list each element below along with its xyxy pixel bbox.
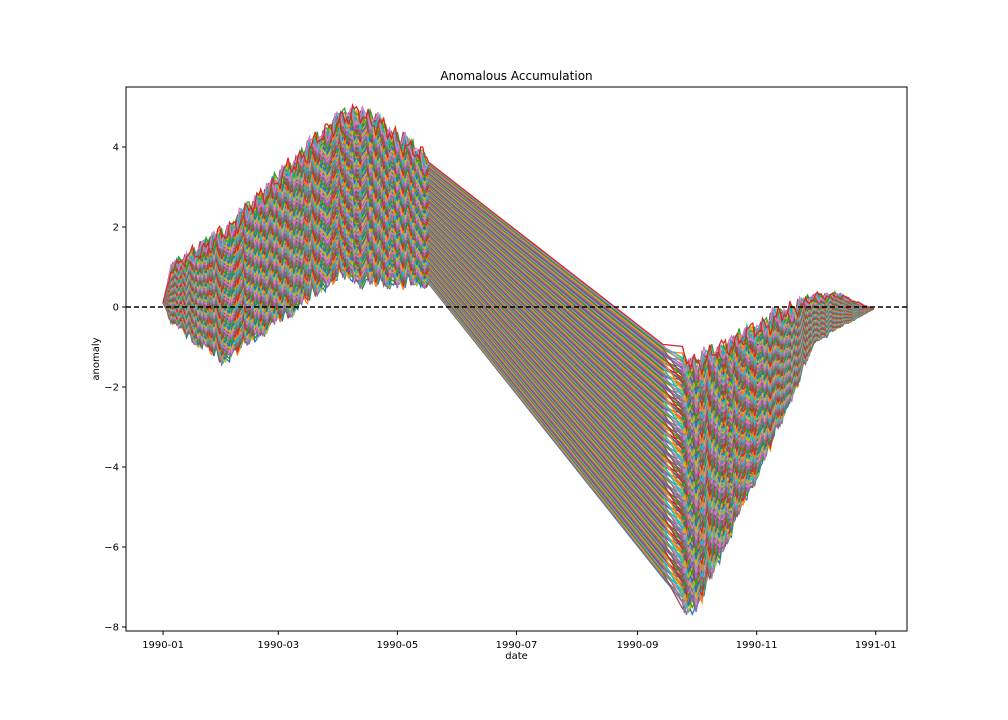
y-tick-label: 2 — [113, 223, 119, 234]
y-axis: −8 −6 −4 −2 0 2 4 — [104, 143, 126, 634]
x-tick-label: 1990-09 — [617, 640, 659, 651]
y-tick-label: −8 — [104, 623, 119, 634]
x-tick-label: 1990-07 — [496, 640, 538, 651]
y-tick-label: −6 — [104, 543, 119, 554]
x-tick-label: 1991-01 — [855, 640, 897, 651]
x-tick-label: 1990-11 — [736, 640, 778, 651]
series-line — [162, 102, 875, 375]
x-tick-label: 1990-03 — [257, 640, 299, 651]
y-tick-label: 0 — [113, 303, 119, 314]
y-tick-label: 4 — [113, 143, 119, 154]
y-axis-label: anomaly — [91, 337, 102, 380]
x-axis-label: date — [505, 651, 528, 662]
x-axis: 1990-01 1990-03 1990-05 1990-07 1990-09 1990-… — [142, 631, 897, 651]
chart-title: Anomalous Accumulation — [440, 69, 592, 83]
x-tick-label: 1990-05 — [376, 640, 418, 651]
x-tick-label: 1990-01 — [142, 640, 184, 651]
series-line — [162, 105, 875, 375]
y-tick-label: −2 — [104, 383, 119, 394]
y-tick-label: −4 — [104, 463, 119, 474]
series-layer — [162, 102, 875, 616]
